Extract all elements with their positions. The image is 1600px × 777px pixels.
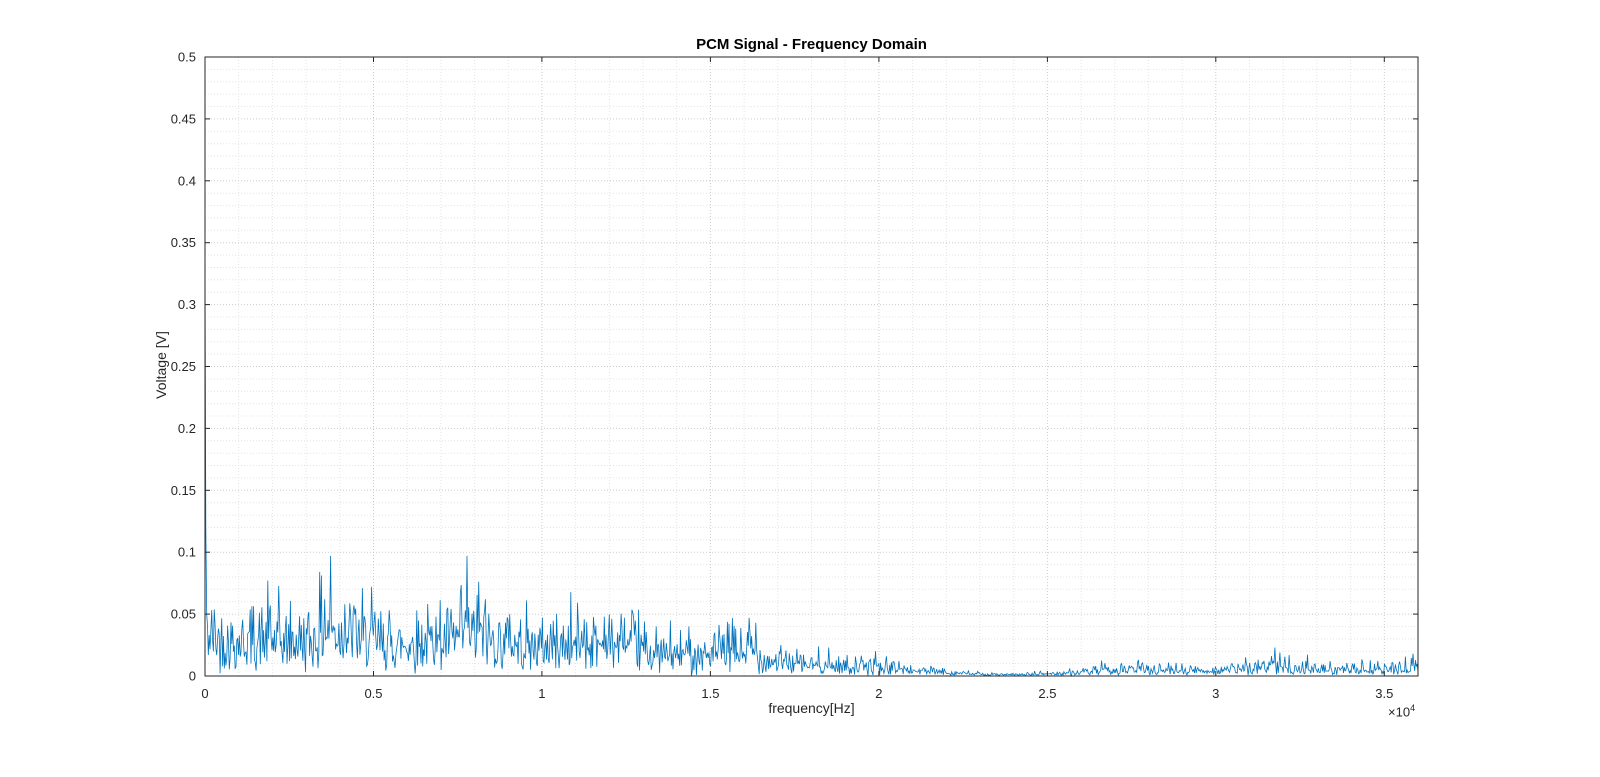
x-axis-label: frequency[Hz] bbox=[768, 700, 855, 716]
y-tick-label: 0.25 bbox=[171, 359, 196, 374]
y-tick-label: 0.05 bbox=[171, 607, 196, 622]
x-exponent-power: 4 bbox=[1410, 703, 1416, 713]
x-tick-label: 3 bbox=[1212, 686, 1219, 701]
x-tick-label: 2.5 bbox=[1038, 686, 1056, 701]
x-tick-label: 0 bbox=[201, 686, 208, 701]
x-exponent-base: ×10 bbox=[1388, 704, 1411, 720]
x-tick-label: 1 bbox=[538, 686, 545, 701]
spectrum-line bbox=[204, 255, 1419, 677]
y-tick-label: 0.15 bbox=[171, 483, 196, 498]
x-tick-label: 0.5 bbox=[364, 686, 382, 701]
y-tick-label: 0.45 bbox=[171, 111, 196, 126]
chart-title: PCM Signal - Frequency Domain bbox=[696, 36, 927, 53]
y-tick-label: 0.3 bbox=[178, 297, 196, 312]
y-tick-label: 0.2 bbox=[178, 421, 196, 436]
x-axis-exponent: ×104 bbox=[1388, 703, 1415, 719]
y-tick-label: 0.4 bbox=[178, 173, 196, 188]
x-tick-label: 1.5 bbox=[701, 686, 719, 701]
y-tick-label: 0.5 bbox=[178, 50, 196, 65]
x-tick-label: 2 bbox=[875, 686, 882, 701]
y-axis-label: Voltage [V] bbox=[153, 331, 169, 399]
x-tick-label: 3.5 bbox=[1375, 686, 1393, 701]
y-tick-label: 0.1 bbox=[178, 545, 196, 560]
y-tick-label: 0.35 bbox=[171, 235, 196, 250]
y-tick-label: 0 bbox=[189, 669, 196, 684]
